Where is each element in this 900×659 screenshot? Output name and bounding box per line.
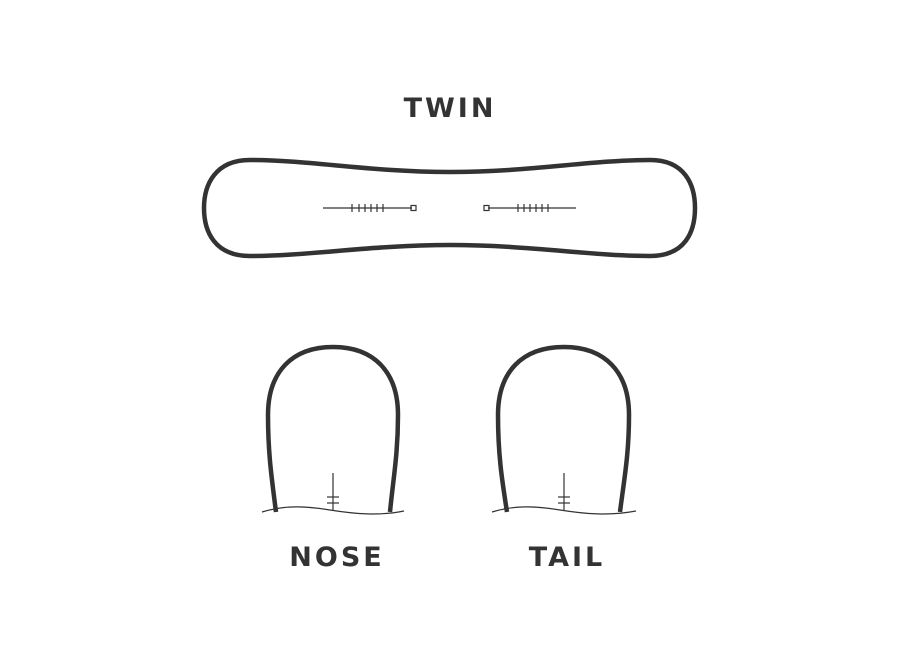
- board-outline: [201, 157, 698, 259]
- tail-insert-marker: [558, 473, 570, 511]
- snowboard-top-view-icon: [201, 157, 698, 259]
- nose-outline: [265, 344, 401, 513]
- right-binding-inserts: [483, 204, 576, 212]
- nose-snow-line: [261, 506, 405, 515]
- left-binding-inserts: [323, 204, 417, 212]
- nose-insert-marker: [327, 473, 339, 511]
- tail-snow-line: [491, 506, 637, 515]
- board-shape-title: TWIN: [403, 93, 497, 124]
- nose-label: NOSE: [289, 542, 385, 573]
- snowboard-tail-shape-icon: [491, 344, 637, 515]
- snowboard-nose-shape-icon: [261, 344, 405, 515]
- tail-outline: [495, 344, 632, 513]
- tail-label: TAIL: [528, 542, 606, 573]
